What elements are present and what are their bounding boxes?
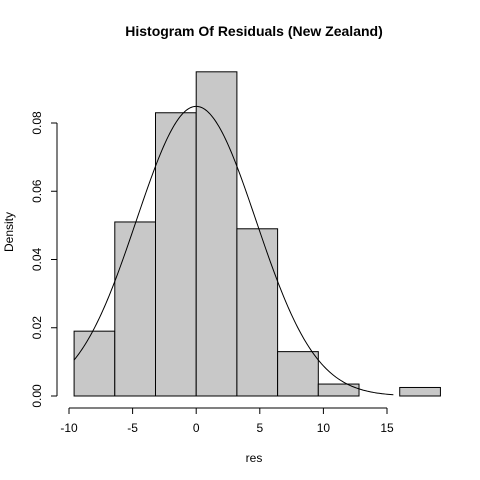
normal-density-curve <box>73 105 394 396</box>
y-axis: 0.00 0.02 0.04 0.06 0.08 <box>30 111 58 408</box>
x-tick-label: 5 <box>256 421 263 435</box>
histogram-bar <box>73 330 116 397</box>
histogram-bar <box>277 351 319 397</box>
histogram-bar <box>317 383 360 397</box>
y-tick-label: 0.04 <box>30 247 44 271</box>
x-axis: -10 -5 0 5 10 15 <box>60 407 394 435</box>
chart-title: Histogram Of Residuals (New Zealand) <box>125 23 383 39</box>
histogram-bar <box>114 221 156 397</box>
histogram-bars <box>73 71 441 397</box>
y-tick-label: 0.00 <box>30 384 44 408</box>
x-tick-label: -10 <box>60 421 78 435</box>
histogram-bar <box>154 112 197 397</box>
y-axis-label: Density <box>2 212 16 252</box>
histogram-bar <box>195 71 238 397</box>
x-tick-label: -5 <box>127 421 138 435</box>
x-axis-label: res <box>246 451 263 465</box>
histogram-bar <box>236 228 279 397</box>
x-tick-label: 15 <box>380 421 394 435</box>
y-tick-label: 0.06 <box>30 179 44 203</box>
y-tick-label: 0.02 <box>30 316 44 340</box>
y-tick-label: 0.08 <box>30 111 44 135</box>
x-tick-label: 0 <box>193 421 200 435</box>
histogram-bar <box>399 386 441 397</box>
x-tick-label: 10 <box>317 421 331 435</box>
